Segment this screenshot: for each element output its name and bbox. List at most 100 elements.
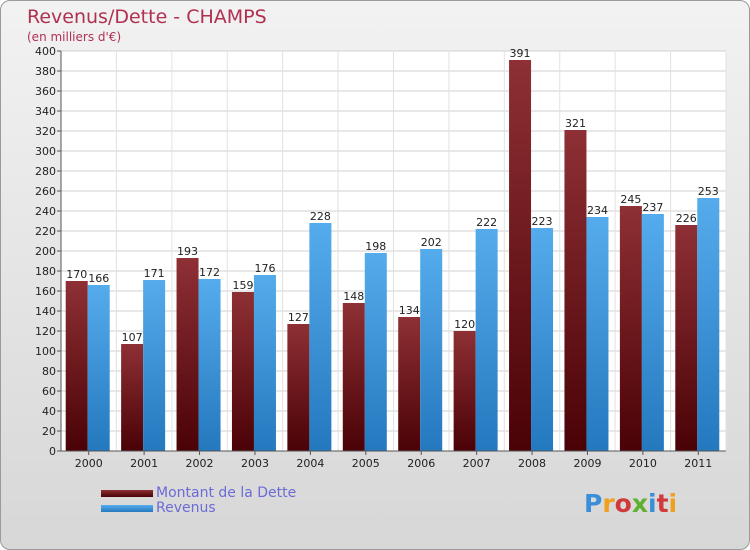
legend-label-dette: Montant de la Dette	[156, 485, 297, 501]
data-label-dette: 321	[565, 117, 586, 130]
bar-dette	[121, 344, 144, 451]
y-tick-label: 40	[42, 405, 56, 418]
bar-revenus	[475, 229, 498, 451]
data-label-dette: 148	[343, 290, 364, 303]
bar-dette	[564, 130, 587, 451]
y-tick-label: 160	[35, 285, 56, 298]
x-tick-label: 2002	[186, 457, 214, 470]
bar-revenus	[87, 285, 110, 451]
bar-dette	[342, 303, 365, 451]
bar-revenus	[143, 280, 166, 451]
axes: 0 20 40 60 80 100 120 140 160 180 200 220 240 260 280 3…	[35, 45, 726, 470]
bar-dette	[65, 281, 88, 451]
logo-letter: x	[631, 489, 648, 518]
bar-revenus	[420, 249, 443, 451]
grid-lines	[60, 50, 727, 452]
data-label-revenus: 237	[642, 201, 663, 214]
data-label-dette: 391	[510, 47, 531, 60]
data-label-revenus: 234	[587, 204, 608, 217]
bar-dette	[509, 60, 532, 451]
legend-swatch-dette	[101, 490, 153, 497]
y-tick-label: 240	[35, 205, 56, 218]
data-label-revenus: 228	[310, 210, 331, 223]
data-label-revenus: 172	[199, 266, 220, 279]
chart-subtitle: (en milliers d'€)	[27, 30, 122, 44]
data-label-dette: 193	[177, 245, 198, 258]
legend-swatch-revenus	[101, 505, 153, 512]
data-label-dette: 170	[66, 268, 87, 281]
y-tick-label: 220	[35, 225, 56, 238]
x-tick-label: 2011	[684, 457, 712, 470]
logo-letter: r	[602, 489, 615, 518]
logo-letter: t	[656, 489, 669, 518]
data-label-dette: 107	[122, 331, 143, 344]
y-tick-label: 60	[42, 385, 56, 398]
y-tick-label: 120	[35, 325, 56, 338]
data-label-revenus: 222	[476, 216, 497, 229]
bar-revenus	[253, 275, 276, 451]
data-label-dette: 245	[620, 193, 641, 206]
x-tick-label: 2005	[352, 457, 380, 470]
bar-dette	[453, 331, 476, 451]
legend-label-revenus: Revenus	[156, 500, 216, 516]
y-tick-label: 20	[42, 425, 56, 438]
data-label-revenus: 202	[421, 236, 442, 249]
y-tick-label: 400	[35, 45, 56, 58]
y-tick-label: 180	[35, 265, 56, 278]
data-label-dette: 159	[232, 279, 253, 292]
y-tick-label: 360	[35, 85, 56, 98]
data-label-dette: 120	[454, 318, 475, 331]
chart-title: Revenus/Dette - CHAMPS	[27, 6, 267, 28]
bar-revenus	[364, 253, 387, 451]
bar-dette	[176, 258, 199, 451]
logo-letter: P	[584, 489, 603, 518]
y-tick-label: 280	[35, 165, 56, 178]
logo-letter: o	[614, 489, 632, 518]
bar-dette	[287, 324, 310, 451]
x-tick-label: 2001	[130, 457, 158, 470]
bar-dette	[619, 206, 642, 451]
bar-revenus	[586, 217, 609, 451]
data-label-dette: 134	[399, 304, 420, 317]
data-label-dette: 127	[288, 311, 309, 324]
y-tick-label: 0	[49, 445, 56, 458]
x-tick-label: 2007	[463, 457, 491, 470]
x-tick-label: 2010	[629, 457, 657, 470]
x-tick-label: 2008	[518, 457, 546, 470]
data-label-revenus: 176	[254, 262, 275, 275]
y-tick-label: 320	[35, 125, 56, 138]
y-tick-label: 300	[35, 145, 56, 158]
data-label-revenus: 198	[365, 240, 386, 253]
bars	[65, 60, 720, 451]
data-label-revenus: 166	[88, 272, 109, 285]
data-label-revenus: 253	[698, 185, 719, 198]
data-label-revenus: 223	[532, 215, 553, 228]
bar-dette	[398, 317, 421, 451]
data-label-dette: 226	[676, 212, 697, 225]
logo-letter: i	[668, 489, 678, 518]
x-tick-label: 2003	[241, 457, 269, 470]
x-tick-label: 2000	[75, 457, 103, 470]
bar-revenus	[641, 214, 664, 451]
bar-dette	[231, 292, 254, 451]
x-tick-label: 2004	[296, 457, 324, 470]
bar-revenus	[198, 279, 221, 451]
y-tick-label: 260	[35, 185, 56, 198]
bar-revenus	[697, 198, 720, 451]
x-tick-label: 2009	[573, 457, 601, 470]
x-tick-label: 2006	[407, 457, 435, 470]
y-tick-label: 340	[35, 105, 56, 118]
bar-revenus	[309, 223, 332, 451]
proxiti-logo: Proxiti	[584, 489, 677, 518]
bar-dette	[675, 225, 698, 451]
y-tick-label: 200	[35, 245, 56, 258]
y-tick-label: 100	[35, 345, 56, 358]
y-tick-label: 80	[42, 365, 56, 378]
bar-revenus	[531, 228, 554, 451]
y-tick-label: 380	[35, 65, 56, 78]
logo-letter: i	[648, 489, 657, 518]
data-label-revenus: 171	[144, 267, 165, 280]
